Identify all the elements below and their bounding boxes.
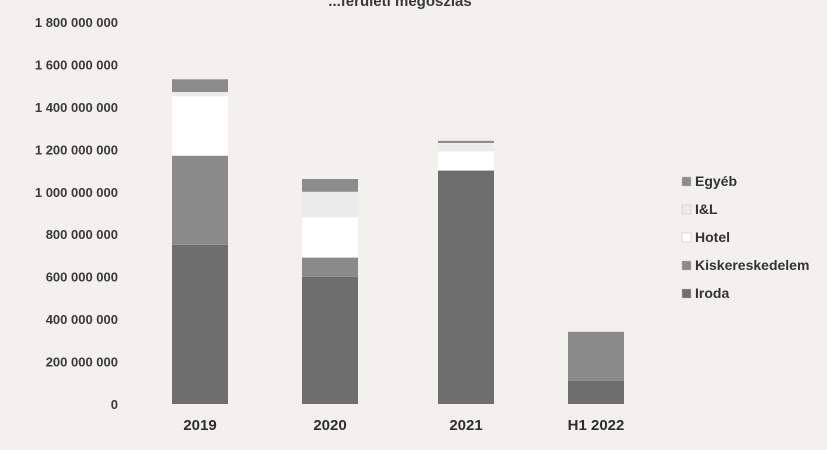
y-tick-label: 1 600 000 000: [35, 57, 118, 72]
y-axis: 0 200 000 000 400 000 000 600 000 000 800 00…: [35, 15, 118, 412]
y-tick-label: 600 000 000: [46, 270, 118, 285]
legend-swatch: [681, 260, 692, 271]
x-tick-label: 2021: [449, 417, 482, 434]
x-tick-label: H1 2022: [568, 417, 625, 434]
legend: Egyéb I&L Hotel Kiskereskedelem Iroda: [681, 173, 809, 301]
bar-segment-3-2: [438, 142, 494, 152]
y-tick-label: 400 000 000: [46, 312, 118, 327]
x-tick-label: 2020: [313, 417, 346, 434]
y-tick-label: 0: [111, 397, 118, 412]
legend-swatch: [681, 176, 692, 187]
x-tick-label: 2019: [183, 417, 216, 434]
x-axis: 2019 2020 2021 H1 2022: [183, 417, 624, 434]
bar-segment-4-1: [302, 179, 358, 192]
legend-swatch: [681, 232, 692, 243]
y-tick-label: 1 000 000 000: [35, 185, 118, 200]
legend-label: Iroda: [695, 285, 729, 301]
bar-segment-4-2: [438, 140, 494, 143]
legend-label: Kiskereskedelem: [695, 257, 809, 273]
bar-segment-2-2: [438, 151, 494, 171]
bar-segment-0-0: [172, 244, 228, 404]
y-tick-label: 800 000 000: [46, 227, 118, 242]
legend-swatch: [681, 204, 692, 215]
bar-segment-0-2: [438, 170, 494, 404]
legend-label: Hotel: [695, 229, 730, 245]
bar-segment-3-0: [172, 92, 228, 97]
bar-segment-0-3: [568, 380, 624, 404]
bar-segment-1-1: [302, 257, 358, 277]
bar-segment-2-0: [172, 96, 228, 156]
bars: [172, 79, 624, 404]
legend-label: I&L: [695, 201, 718, 217]
bar-segment-1-3: [568, 331, 624, 381]
bar-segment-4-0: [172, 79, 228, 93]
bar-segment-2-1: [302, 217, 358, 258]
y-tick-label: 1 200 000 000: [35, 142, 118, 157]
bar-segment-0-1: [302, 276, 358, 404]
legend-label: Egyéb: [695, 173, 737, 189]
chart-title: ...ferületi megoszlás: [328, 0, 471, 10]
y-tick-label: 1 800 000 000: [35, 15, 118, 30]
bar-segment-3-1: [302, 191, 358, 218]
legend-swatch: [681, 288, 692, 299]
y-tick-label: 1 400 000 000: [35, 100, 118, 115]
y-tick-label: 200 000 000: [46, 355, 118, 370]
bar-segment-1-0: [172, 155, 228, 245]
